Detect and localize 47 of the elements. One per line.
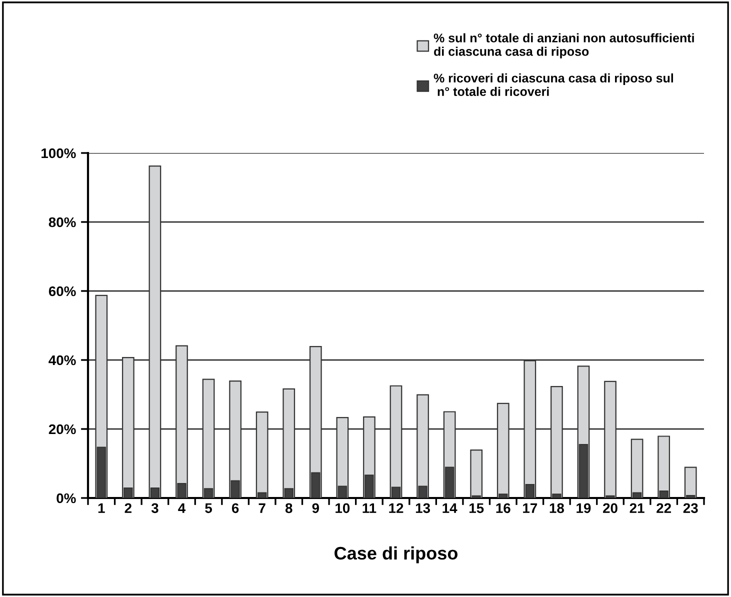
bar xyxy=(684,466,697,498)
x-tick-label: 21 xyxy=(630,503,644,513)
x-tick-label: 23 xyxy=(683,503,698,514)
bar xyxy=(390,385,402,498)
y-tick-label: 100% xyxy=(42,148,76,158)
bar xyxy=(496,402,510,498)
legend-label: % ricoveri di ciascuna casa di riposo sul n° totale di ricoveri xyxy=(434,73,673,96)
legend-label: % sul n° totale di anziani non autosufficienti di ciascuna casa di riposo xyxy=(434,33,694,58)
x-tick-label: 4 xyxy=(178,503,186,513)
x-tick-label: 13 xyxy=(416,503,430,514)
bar xyxy=(282,388,296,498)
bar xyxy=(148,166,162,498)
x-tick-label: 7 xyxy=(258,503,266,513)
x-tick-label: 18 xyxy=(550,503,564,514)
x-tick-label: 20 xyxy=(603,503,618,514)
x-tick-label: 12 xyxy=(389,503,404,513)
bar xyxy=(658,436,670,498)
bar xyxy=(470,449,483,498)
bar xyxy=(176,345,188,498)
y-tick-label: 60% xyxy=(48,286,76,296)
x-tick-label: 1 xyxy=(98,503,105,513)
x-tick-label: 3 xyxy=(151,503,158,514)
x-tick-label: 10 xyxy=(336,503,350,514)
x-tick-label: 14 xyxy=(442,503,458,513)
x-tick-label: 9 xyxy=(312,503,319,514)
bar xyxy=(256,412,268,498)
x-tick-label: 17 xyxy=(523,503,538,513)
bar xyxy=(202,378,215,498)
x-tick-label: 2 xyxy=(124,503,132,513)
bar xyxy=(630,438,644,498)
x-tick-label: 5 xyxy=(205,503,212,514)
x-tick-label: 22 xyxy=(656,503,671,513)
x-tick-label: 8 xyxy=(285,503,292,514)
bar xyxy=(550,386,563,498)
bar xyxy=(122,357,134,498)
x-tick-label: 15 xyxy=(470,503,484,514)
y-tick-label: 0% xyxy=(56,493,76,504)
y-tick-label: 80% xyxy=(48,217,76,228)
x-tick-label: 11 xyxy=(362,503,376,513)
x-tick-label: 16 xyxy=(496,503,510,514)
y-tick-label: 40% xyxy=(48,355,76,366)
bar xyxy=(604,380,616,498)
y-tick-label: 20% xyxy=(48,424,76,434)
x-axis-title: Case di riposo xyxy=(334,546,458,564)
bar xyxy=(524,360,536,498)
x-tick-label: 6 xyxy=(232,503,239,514)
x-tick-label: 19 xyxy=(576,503,591,514)
